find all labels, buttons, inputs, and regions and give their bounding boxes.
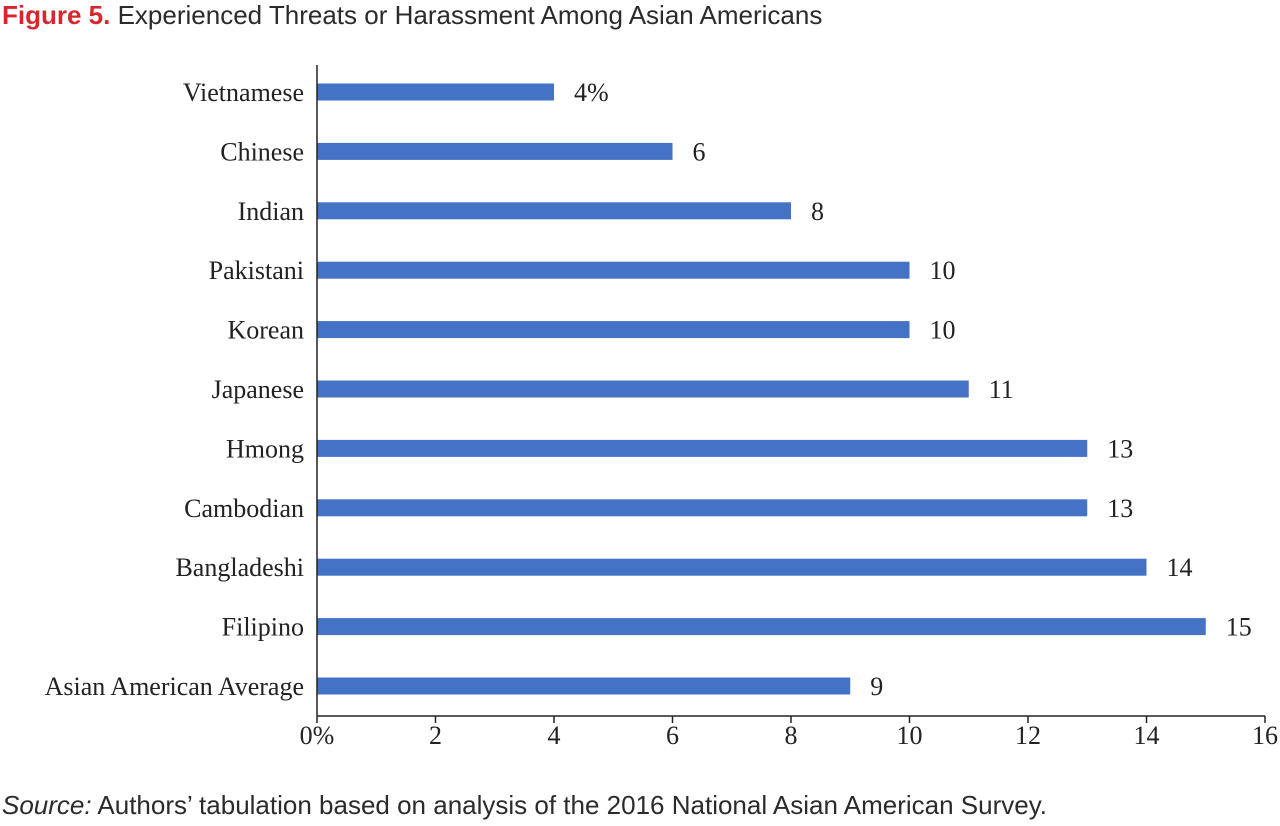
value-label: 14 bbox=[1167, 553, 1193, 582]
category-label: Filipino bbox=[222, 613, 304, 642]
figure-title-text: Experienced Threats or Harassment Among … bbox=[117, 0, 823, 30]
x-tick-label: 10 bbox=[897, 721, 923, 750]
bar-2 bbox=[317, 202, 791, 220]
category-label: Korean bbox=[227, 316, 304, 345]
value-label: 13 bbox=[1107, 494, 1133, 523]
x-tick-label: 14 bbox=[1134, 721, 1160, 750]
x-tick-label: 6 bbox=[666, 721, 679, 750]
bar-chart: Vietnamese 4% Chinese 6 Indian 8 Pakistani 10 Ko… bbox=[45, 65, 1278, 750]
x-tick-label: 0% bbox=[300, 721, 335, 750]
bar-1 bbox=[317, 142, 673, 160]
category-label: Hmong bbox=[226, 434, 304, 463]
labels-layer: Vietnamese 4% Chinese 6 Indian 8 Pakistani 10 Ko… bbox=[45, 78, 1278, 750]
bar-10 bbox=[317, 677, 851, 695]
category-label: Asian American Average bbox=[45, 672, 304, 701]
bars-layer bbox=[317, 83, 1206, 695]
bar-4 bbox=[317, 321, 910, 339]
source-note: Source: Authors’ tabulation based on ana… bbox=[2, 790, 1047, 820]
bar-7 bbox=[317, 499, 1088, 517]
category-label: Vietnamese bbox=[183, 78, 304, 107]
value-label: 9 bbox=[870, 672, 883, 701]
value-label: 10 bbox=[930, 256, 956, 285]
category-label: Pakistani bbox=[209, 256, 304, 285]
category-label: Cambodian bbox=[184, 494, 304, 523]
x-tick-label: 2 bbox=[429, 721, 442, 750]
figure-title: Figure 5. Experienced Threats or Harassm… bbox=[2, 0, 822, 30]
bar-6 bbox=[317, 439, 1088, 457]
source-label: Source: bbox=[2, 790, 92, 820]
bar-9 bbox=[317, 618, 1206, 636]
value-label: 11 bbox=[989, 375, 1014, 404]
category-label: Bangladeshi bbox=[175, 553, 304, 582]
value-label: 4% bbox=[574, 78, 609, 107]
bar-0 bbox=[317, 83, 554, 101]
axes-layer bbox=[316, 65, 1266, 723]
bar-5 bbox=[317, 380, 969, 398]
x-tick-label: 12 bbox=[1015, 721, 1041, 750]
bar-8 bbox=[317, 558, 1147, 576]
bar-3 bbox=[317, 261, 910, 279]
figure-number: Figure 5. bbox=[2, 0, 111, 30]
category-label: Chinese bbox=[220, 137, 304, 166]
value-label: 15 bbox=[1226, 613, 1252, 642]
x-tick-label: 4 bbox=[548, 721, 561, 750]
x-tick-label: 8 bbox=[785, 721, 798, 750]
x-tick-label: 16 bbox=[1252, 721, 1278, 750]
category-label: Indian bbox=[238, 197, 304, 226]
source-text: Authors’ tabulation based on analysis of… bbox=[97, 790, 1047, 820]
value-label: 13 bbox=[1107, 434, 1133, 463]
value-label: 8 bbox=[811, 197, 824, 226]
category-label: Japanese bbox=[212, 375, 304, 404]
value-label: 10 bbox=[930, 316, 956, 345]
value-label: 6 bbox=[693, 137, 706, 166]
